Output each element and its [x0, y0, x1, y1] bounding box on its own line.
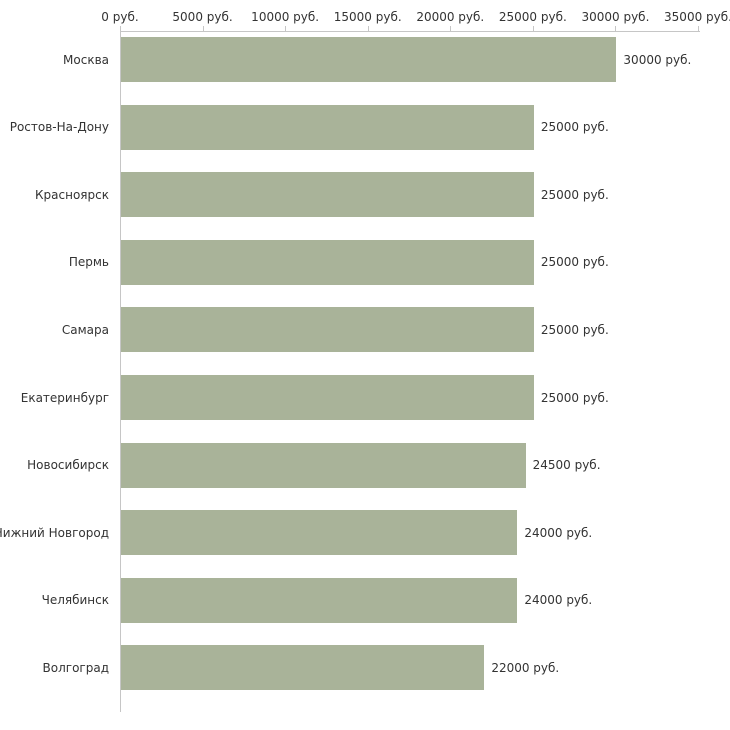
x-axis-tick-mark [532, 26, 534, 31]
x-axis-tick-label: 20000 руб. [416, 10, 485, 24]
bar [121, 172, 534, 218]
category-label: Красноярск [35, 187, 109, 202]
x-axis-tick-mark [202, 26, 204, 31]
bar [121, 442, 526, 488]
value-label: 24000 руб. [524, 593, 593, 608]
x-axis-tick-mark [285, 26, 287, 31]
category-label: Пермь [68, 255, 109, 270]
bar [121, 510, 518, 556]
x-axis-tick-label: 30000 руб. [581, 10, 650, 24]
category-label: Челябинск [41, 593, 109, 608]
x-axis-tick-label: 15000 руб. [333, 10, 402, 24]
y-axis-line [120, 31, 121, 712]
bar [121, 239, 534, 285]
bar [121, 307, 534, 353]
value-label: 25000 руб. [540, 120, 609, 135]
category-label: Ростов-На-Дону [9, 120, 109, 135]
category-label: Екатеринбург [20, 390, 109, 405]
category-label: Москва [63, 52, 109, 67]
x-axis-tick-mark [698, 26, 699, 31]
x-axis-tick-mark [367, 26, 369, 31]
value-label: 25000 руб. [540, 390, 609, 405]
x-axis-tick-label: 25000 руб. [498, 10, 567, 24]
value-label: 22000 руб. [491, 660, 560, 675]
x-axis-tick-label: 5000 руб. [172, 10, 233, 24]
value-label: 25000 руб. [540, 255, 609, 270]
x-axis-tick-label: 0 руб. [101, 10, 139, 24]
category-label: Нижний Новгород [0, 525, 109, 540]
x-axis-tick-mark [450, 26, 452, 31]
bar [121, 577, 518, 623]
category-label: Волгоград [42, 660, 109, 675]
x-axis-tick-label: 10000 руб. [251, 10, 320, 24]
bar [121, 37, 617, 82]
value-label: 24000 руб. [524, 525, 593, 540]
value-label: 25000 руб. [540, 187, 609, 202]
x-axis-tick-mark [120, 26, 121, 31]
x-axis-line [120, 31, 700, 32]
value-label: 24500 руб. [532, 458, 601, 473]
category-label: Самара [61, 322, 109, 337]
bar [121, 375, 534, 420]
x-axis-tick-mark [615, 26, 617, 31]
category-label: Новосибирск [27, 458, 109, 473]
value-label: 25000 руб. [540, 322, 609, 337]
bar [121, 104, 534, 150]
x-axis-tick-label: 35000 руб. [664, 10, 730, 24]
bar [121, 645, 485, 691]
value-label: 30000 руб. [623, 52, 692, 67]
